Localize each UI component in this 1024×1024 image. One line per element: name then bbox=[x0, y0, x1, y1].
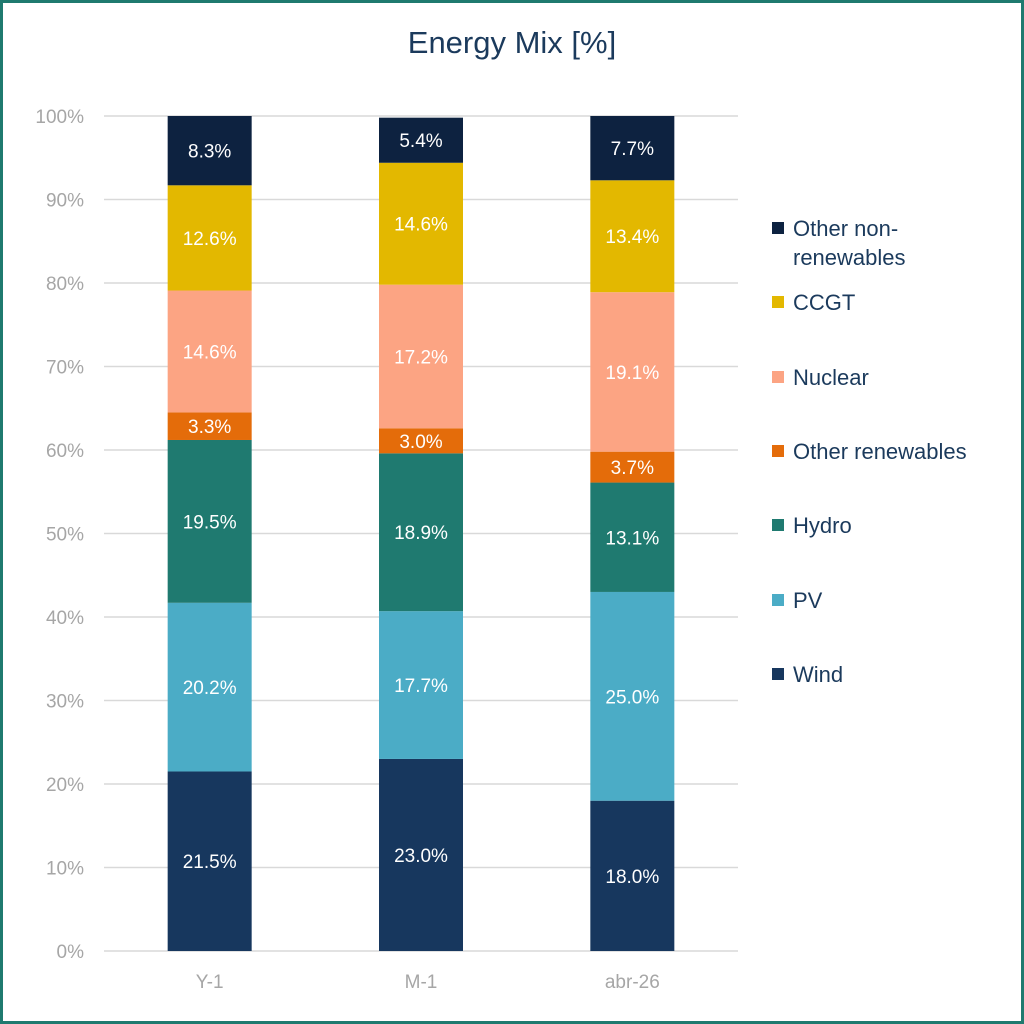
y-tick-label: 40% bbox=[46, 608, 84, 629]
bar-segment bbox=[167, 185, 252, 291]
data-label: 13.1% bbox=[605, 528, 659, 549]
legend-item: Other renewables bbox=[772, 437, 1003, 466]
bar-segment bbox=[379, 453, 463, 612]
legend-label: Other renewables bbox=[793, 439, 967, 464]
legend-swatch bbox=[772, 668, 784, 680]
data-label: 23.0% bbox=[394, 846, 448, 867]
legend-item: Hydro bbox=[772, 511, 1003, 540]
data-label: 5.4% bbox=[399, 131, 442, 152]
legend-swatch bbox=[772, 371, 784, 383]
legend-item: Wind bbox=[772, 660, 1003, 689]
data-label: 21.5% bbox=[183, 852, 237, 873]
y-tick-label: 10% bbox=[46, 859, 84, 880]
data-label: 19.5% bbox=[183, 512, 237, 533]
legend-swatch bbox=[772, 594, 784, 606]
legend-item: Other non-renewables bbox=[772, 214, 1003, 272]
legend-label: Wind bbox=[793, 662, 844, 687]
data-label: 8.3% bbox=[188, 142, 231, 163]
bar-segment bbox=[379, 162, 463, 285]
legend-swatch bbox=[772, 445, 784, 457]
data-label: 3.3% bbox=[188, 417, 231, 438]
y-tick-label: 20% bbox=[46, 775, 84, 796]
y-tick-label: 70% bbox=[46, 358, 84, 379]
bar-segment bbox=[167, 412, 252, 440]
data-label: 25.0% bbox=[605, 687, 659, 708]
y-tick-label: 0% bbox=[57, 942, 85, 963]
bar-segment bbox=[167, 771, 252, 951]
legend-label: Other non-renewables bbox=[793, 216, 906, 270]
bar-segment bbox=[590, 451, 675, 483]
bar-segment bbox=[590, 482, 675, 592]
bar-segment bbox=[379, 428, 463, 454]
bar-segment bbox=[379, 758, 463, 951]
x-tick-label: Y-1 bbox=[196, 972, 224, 993]
bar-segment bbox=[379, 284, 463, 429]
x-tick-label: abr-26 bbox=[605, 972, 660, 993]
y-tick-label: 30% bbox=[46, 692, 84, 713]
legend-label: Nuclear bbox=[793, 365, 869, 390]
bar-segment bbox=[590, 180, 675, 293]
legend-swatch bbox=[772, 519, 784, 531]
data-label: 7.7% bbox=[611, 139, 654, 160]
bar-segment bbox=[590, 800, 675, 951]
legend-swatch bbox=[772, 222, 784, 234]
data-label: 14.6% bbox=[394, 215, 448, 236]
data-label: 13.4% bbox=[605, 227, 659, 248]
x-tick-label: M-1 bbox=[405, 972, 438, 993]
data-label: 17.2% bbox=[394, 347, 448, 368]
y-tick-label: 50% bbox=[46, 525, 84, 546]
legend-item: CCGT bbox=[772, 288, 1003, 317]
chart-title: Energy Mix [%] bbox=[407, 25, 617, 60]
bar-segment bbox=[167, 439, 252, 603]
y-tick-label: 90% bbox=[46, 191, 84, 212]
y-tick-label: 80% bbox=[46, 274, 84, 295]
data-label: 18.9% bbox=[394, 523, 448, 544]
data-label: 18.0% bbox=[605, 867, 659, 888]
bar-segment bbox=[167, 290, 252, 413]
data-label: 17.7% bbox=[394, 676, 448, 697]
legend-item: PV bbox=[772, 586, 1003, 615]
legend-label: PV bbox=[793, 588, 823, 613]
bar-segment bbox=[590, 591, 675, 801]
data-label: 12.6% bbox=[183, 229, 237, 250]
bar-segment bbox=[590, 292, 675, 452]
bar-segment bbox=[379, 611, 463, 759]
legend-item: Nuclear bbox=[772, 363, 1003, 392]
y-tick-label: 60% bbox=[46, 441, 84, 462]
legend-label: CCGT bbox=[793, 290, 856, 315]
legend-swatch bbox=[772, 296, 784, 308]
data-label: 3.0% bbox=[399, 432, 442, 453]
data-label: 14.6% bbox=[183, 342, 237, 363]
bar-segment bbox=[590, 116, 675, 181]
data-label: 20.2% bbox=[183, 678, 237, 699]
bar-segment bbox=[167, 602, 252, 772]
data-label: 3.7% bbox=[611, 458, 654, 479]
bar-segment bbox=[379, 117, 463, 163]
y-tick-label: 100% bbox=[35, 107, 84, 128]
data-label: 19.1% bbox=[605, 363, 659, 384]
bar-segment bbox=[167, 116, 252, 186]
legend-label: Hydro bbox=[793, 513, 852, 538]
